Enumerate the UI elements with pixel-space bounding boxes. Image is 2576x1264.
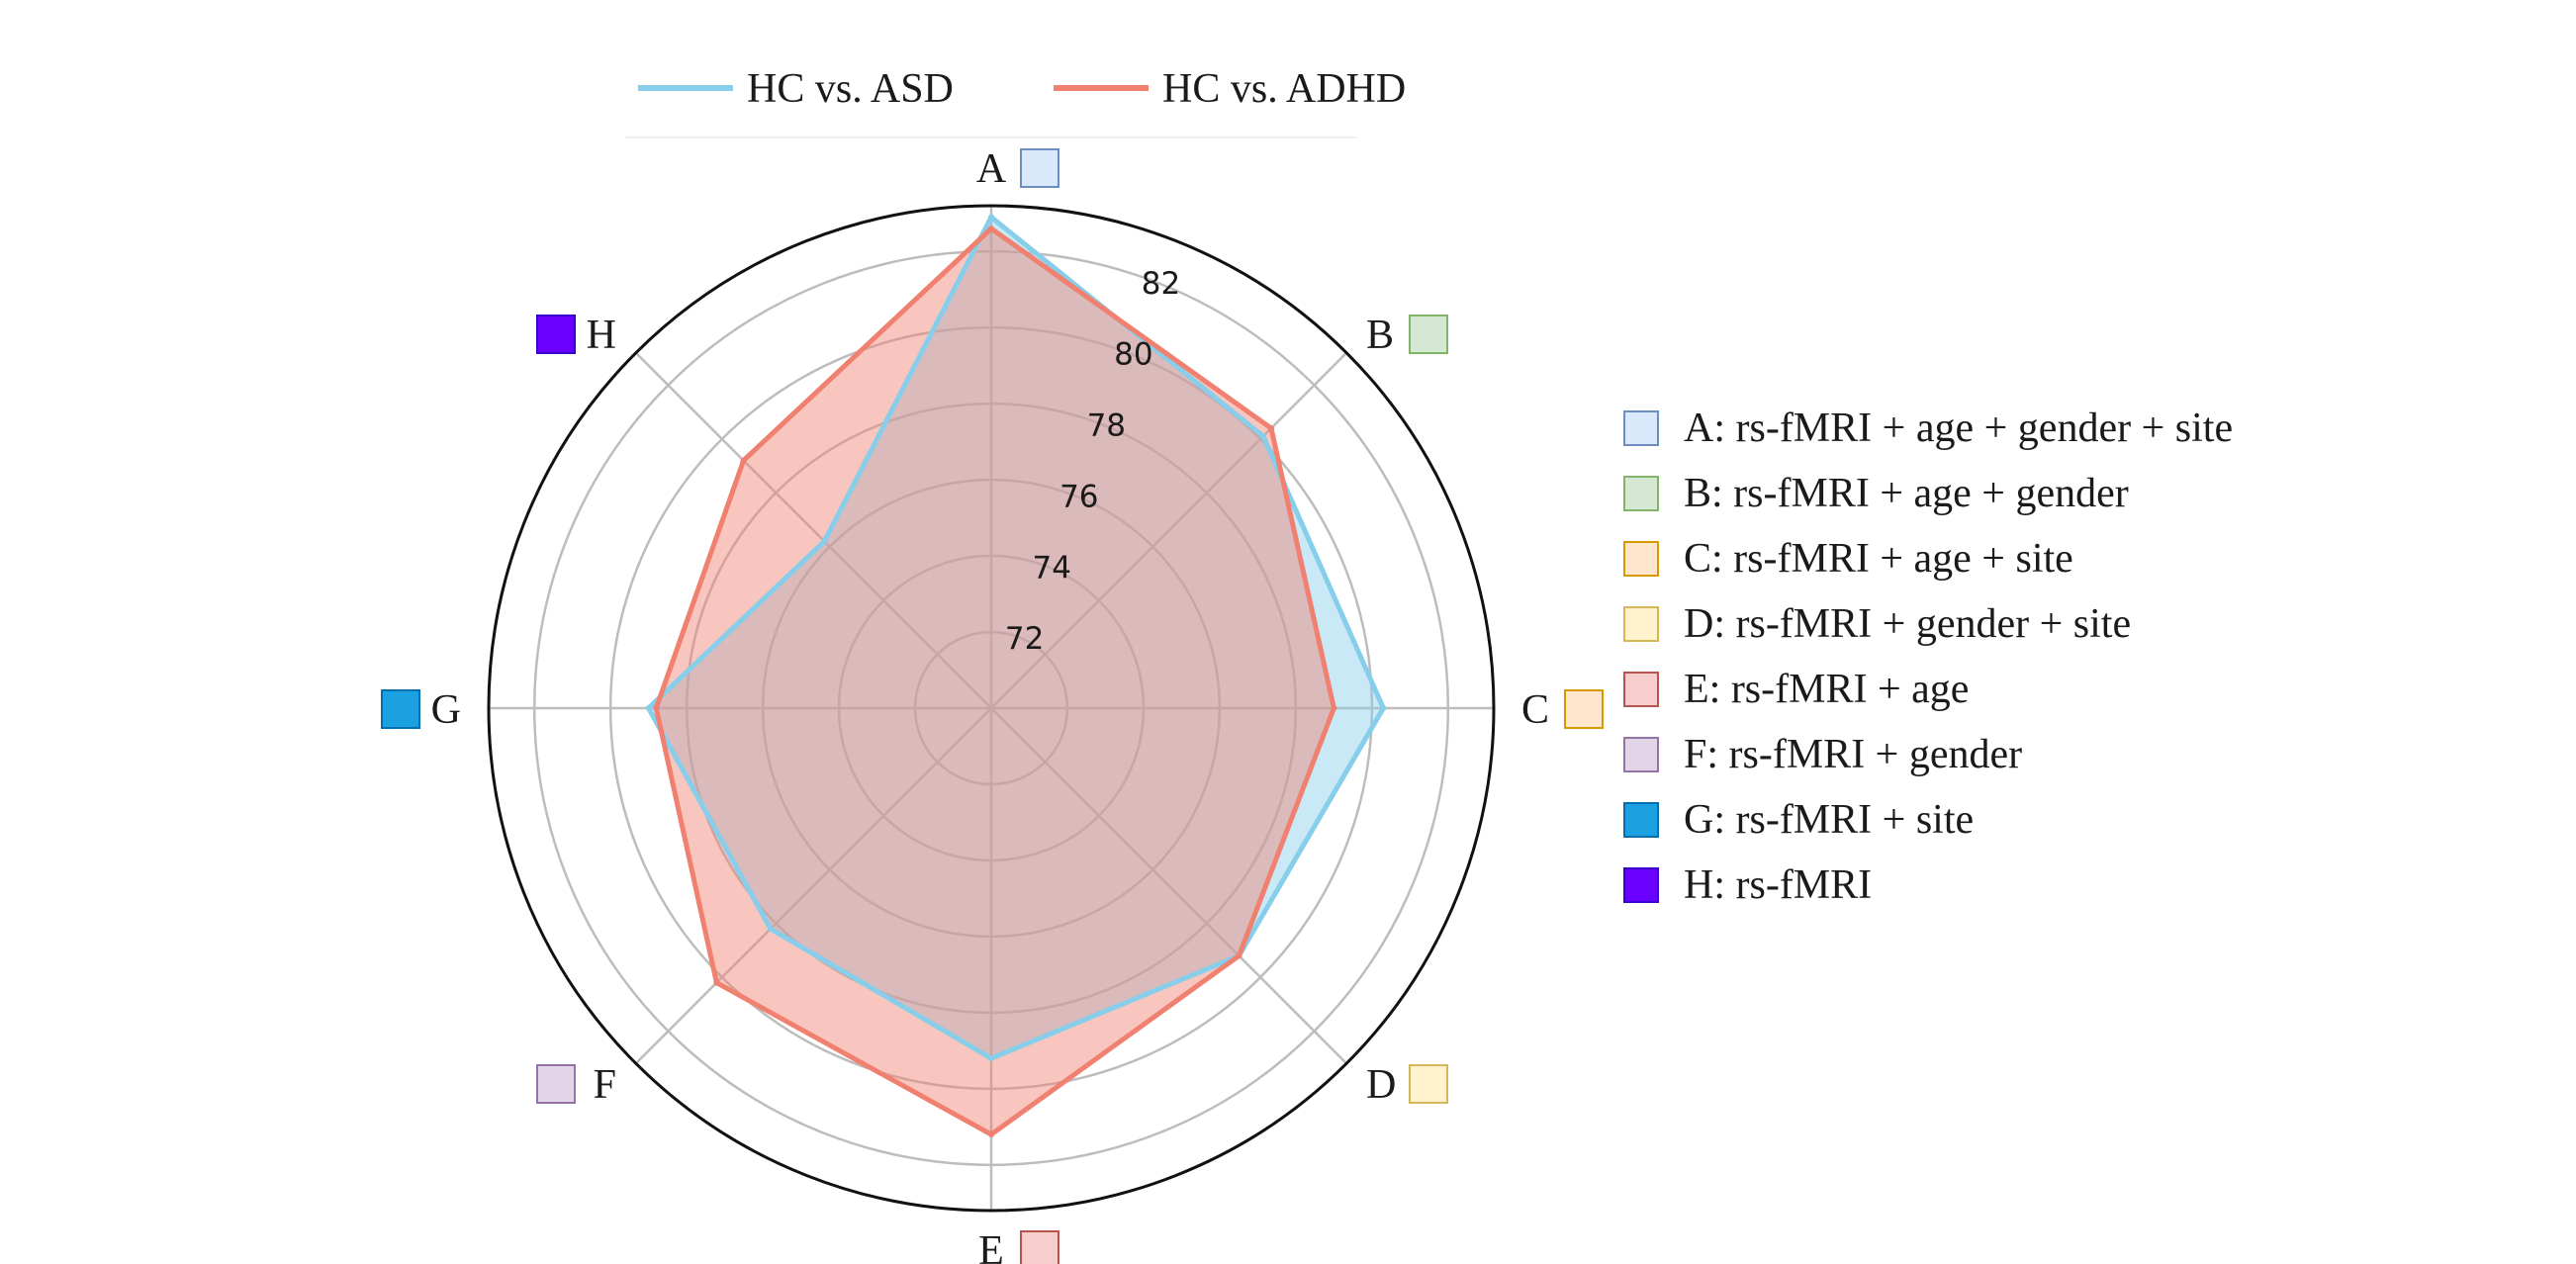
data-point — [1331, 705, 1337, 711]
category-swatch-H — [536, 315, 576, 354]
category-swatch-E — [1020, 1230, 1059, 1264]
category-label-E: E — [978, 1228, 1004, 1264]
category-legend-text-G: G: rs-fMRI + site — [1684, 797, 1974, 843]
radial-tick-label: 80 — [1114, 337, 1152, 373]
spoke-H — [634, 351, 992, 709]
data-point — [821, 538, 828, 545]
category-label-G: G — [431, 687, 461, 733]
radial-tick-label: 82 — [1142, 266, 1180, 302]
radial-tick-label: 78 — [1087, 408, 1126, 444]
legend-label-0: HC vs. ASD — [747, 66, 954, 112]
spoke-F — [634, 707, 992, 1065]
category-legend-text-B: B: rs-fMRI + age + gender — [1684, 471, 2129, 516]
series-layer — [645, 214, 1387, 1137]
category-label-C: C — [1521, 687, 1549, 733]
series-legend: HC vs. ASD HC vs. ADHD — [625, 66, 1406, 138]
category-label-D: D — [1366, 1062, 1396, 1108]
category-label-A: A — [976, 146, 1007, 192]
category-swatch-F — [536, 1064, 576, 1104]
category-legend-swatch-E — [1623, 672, 1659, 707]
radial-tick-label: 76 — [1059, 479, 1098, 514]
category-legend-swatch-F — [1623, 737, 1659, 772]
spoke-B — [990, 351, 1348, 709]
data-point — [740, 457, 747, 464]
category-legend-text-E: E: rs-fMRI + age — [1684, 667, 1969, 712]
radial-tick-label: 74 — [1032, 550, 1070, 586]
data-point — [653, 705, 660, 711]
category-legend-swatch-C — [1623, 541, 1659, 577]
category-legend-swatch-G — [1623, 802, 1659, 838]
data-point — [1380, 705, 1387, 711]
data-point — [1268, 425, 1274, 431]
category-legend-swatch-H — [1623, 867, 1659, 903]
category-legend-text-F: F: rs-fMRI + gender — [1684, 732, 2022, 777]
category-legend-text-D: D: rs-fMRI + gender + site — [1684, 601, 2131, 647]
category-legend-text-A: A: rs-fMRI + age + gender + site — [1684, 406, 2233, 451]
labels-layer: 72 74 76 78 80 82 A B C D E F G H — [381, 146, 1604, 1264]
category-label-H: H — [587, 313, 616, 358]
data-point — [988, 1055, 994, 1062]
category-swatch-B — [1409, 315, 1448, 354]
category-legend-text-C: C: rs-fMRI + age + site — [1684, 536, 2073, 582]
data-point — [713, 979, 720, 986]
radial-tick-label: 72 — [1005, 621, 1044, 657]
category-legend-swatch-D — [1623, 606, 1659, 642]
category-legend-text-H: H: rs-fMRI — [1684, 862, 1872, 908]
category-swatch-C — [1564, 689, 1604, 729]
grid-layer — [487, 204, 1496, 1213]
data-point — [988, 226, 994, 232]
data-point — [645, 705, 652, 711]
series-area-1 — [656, 228, 1334, 1135]
category-legend-swatch-A — [1623, 410, 1659, 446]
data-point — [988, 214, 994, 221]
data-point — [1259, 433, 1266, 440]
spoke-D — [990, 707, 1348, 1065]
category-legend: A: rs-fMRI + age + gender + site B: rs-fM… — [1623, 406, 2233, 908]
data-point — [767, 926, 774, 933]
category-label-B: B — [1366, 313, 1394, 358]
legend-label-1: HC vs. ADHD — [1162, 66, 1406, 112]
category-legend-swatch-B — [1623, 476, 1659, 511]
outer-frame — [487, 204, 1496, 1213]
series-area-0 — [648, 217, 1384, 1059]
category-swatch-A — [1020, 148, 1059, 188]
category-swatch-D — [1409, 1064, 1448, 1104]
data-point — [988, 1131, 994, 1137]
category-swatch-G — [381, 689, 420, 729]
category-label-F: F — [594, 1062, 616, 1108]
data-point — [1236, 952, 1242, 959]
